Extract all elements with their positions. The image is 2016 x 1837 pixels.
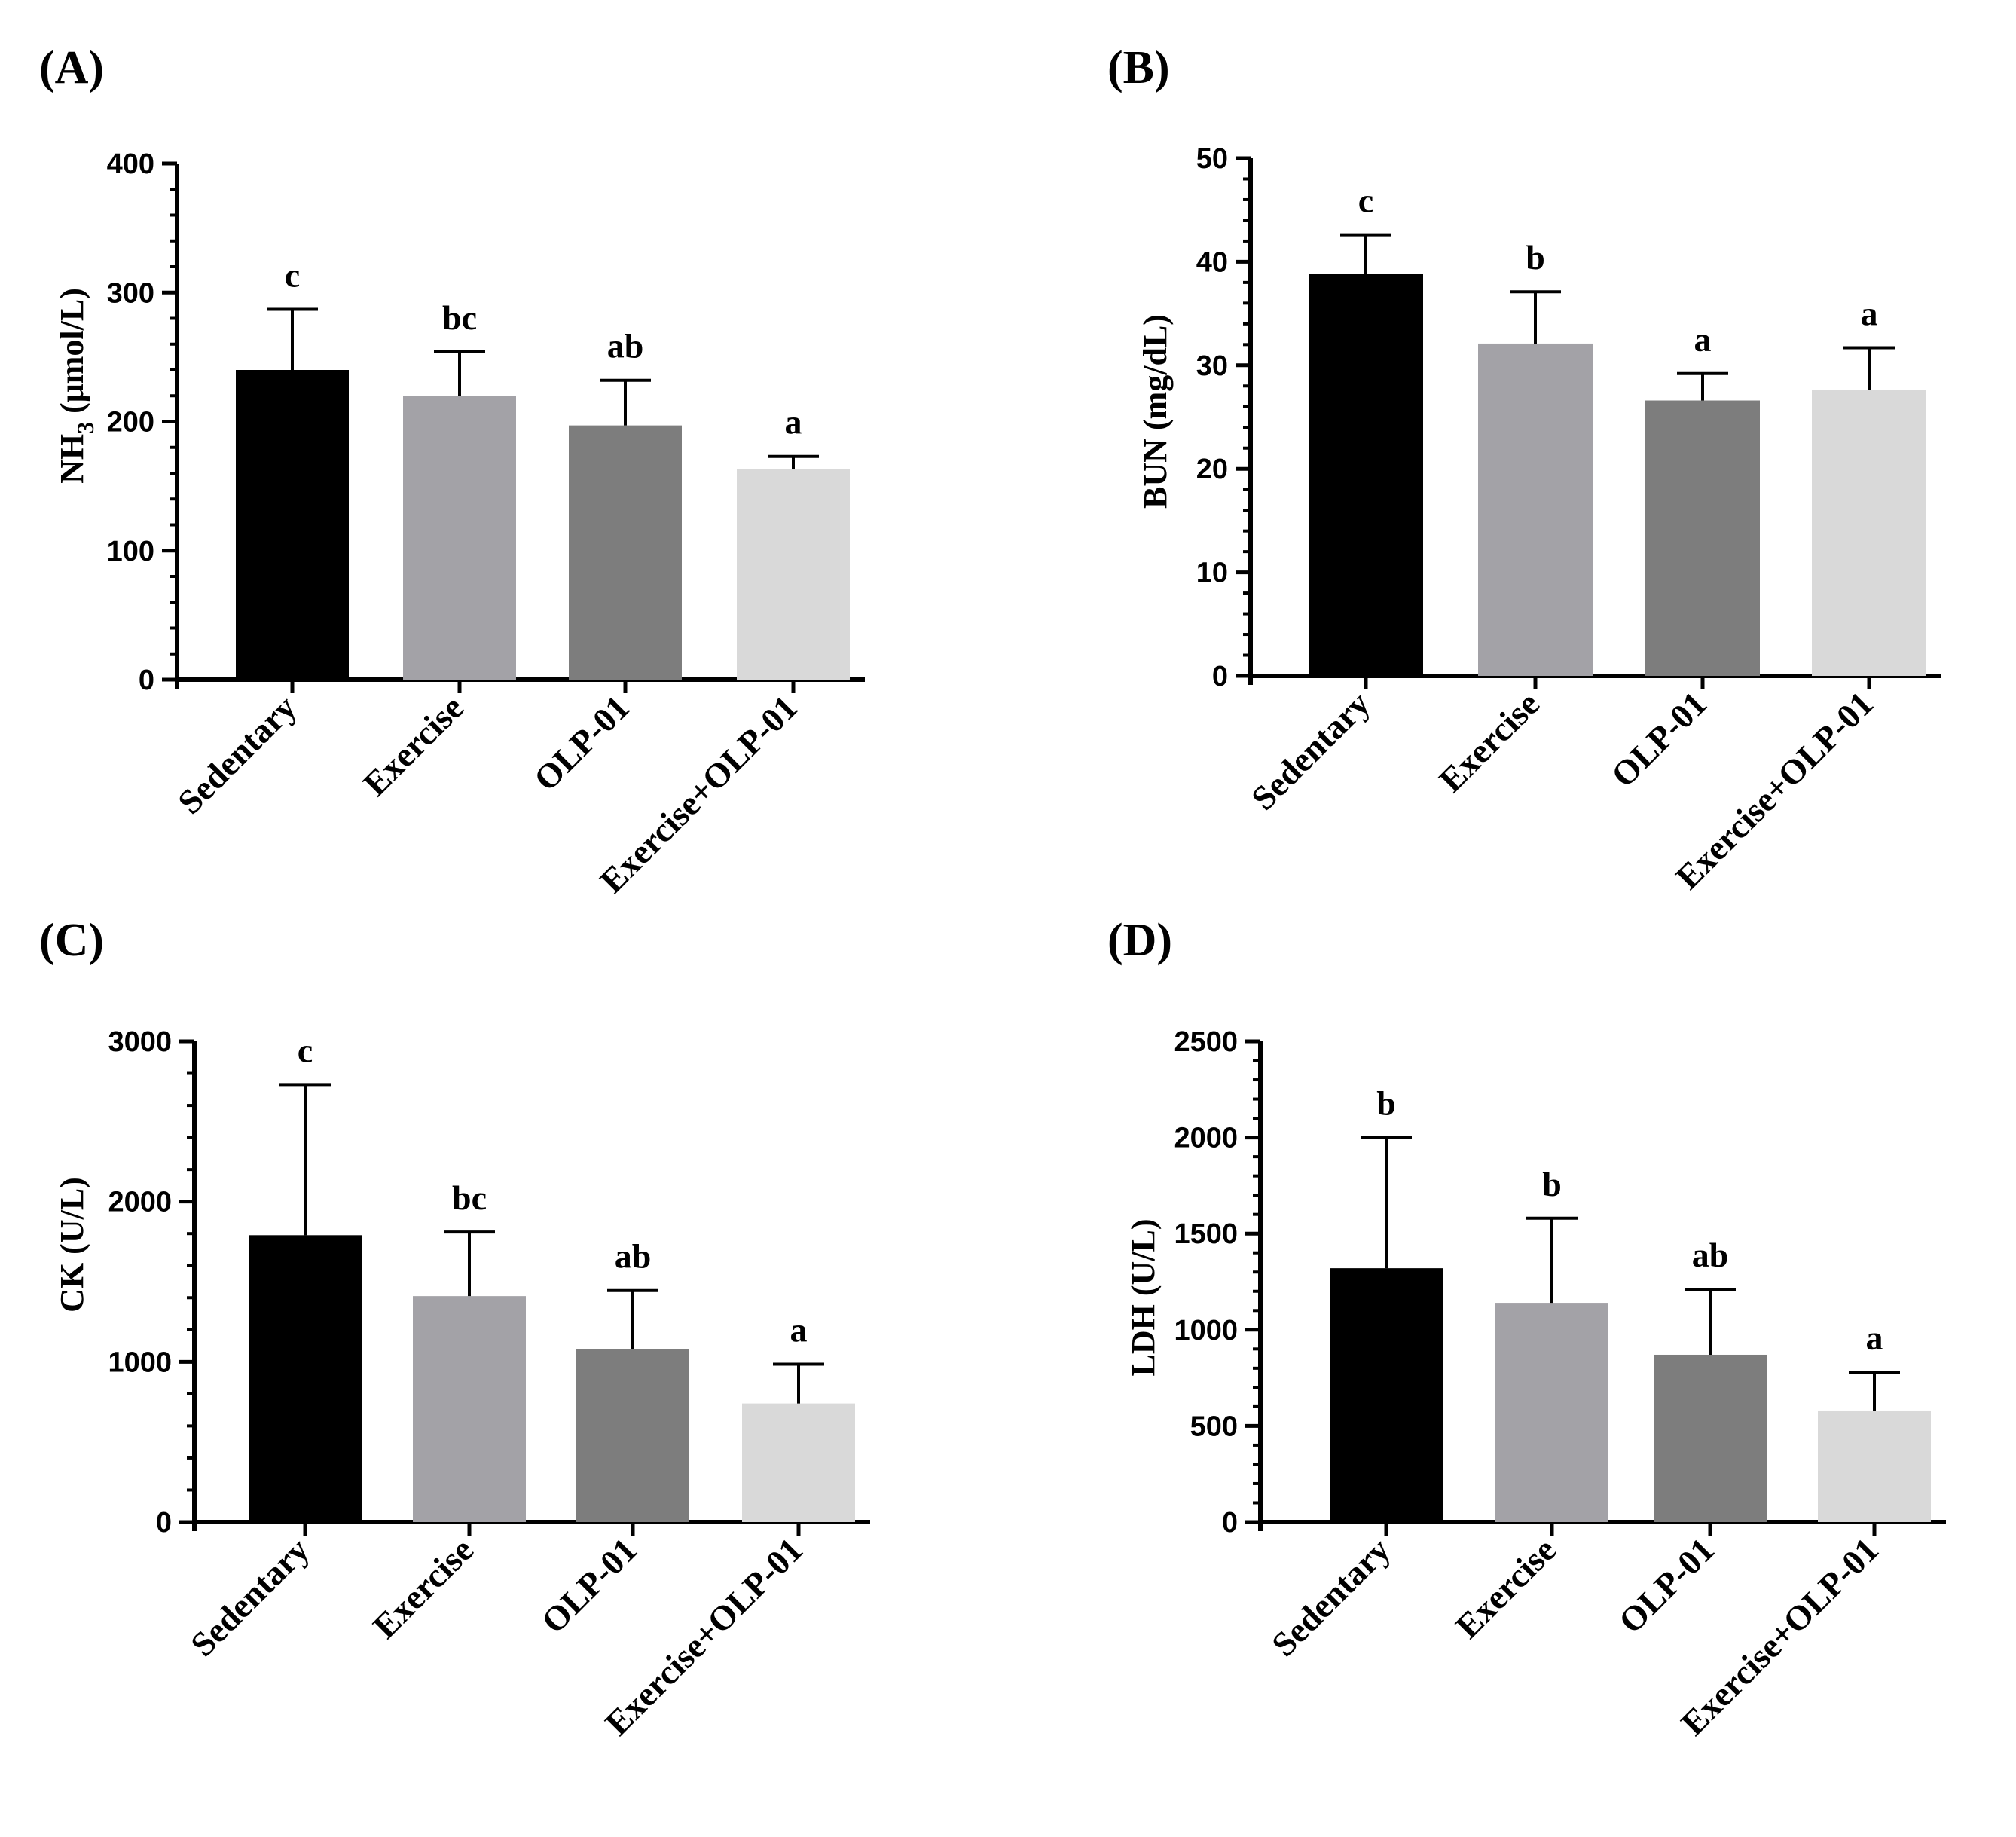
panel-a-y-tick-label: 0: [139, 665, 154, 696]
panel-d-significance-3: a: [1866, 1319, 1883, 1357]
panel-a-label: (A): [39, 42, 104, 93]
panel-b-significance-3: a: [1861, 294, 1878, 332]
panel-c-label: (C): [39, 915, 104, 966]
panel-d-bar-3: [1818, 1410, 1931, 1522]
panel-d-y-tick-label: 500: [1190, 1411, 1238, 1442]
panel-d-bar-0: [1330, 1268, 1443, 1522]
panel-a-bar-0: [236, 370, 349, 680]
panel-b-y-tick-label: 50: [1196, 143, 1228, 175]
panel-d-bar-1: [1495, 1303, 1608, 1522]
panel-c-y-tick-label: 0: [156, 1507, 172, 1539]
panel-b-significance-2: a: [1694, 320, 1712, 359]
panel-c-y-tick-label: 3000: [108, 1026, 172, 1058]
panel-b-y-tick-label: 40: [1196, 246, 1228, 278]
panel-c-significance-2: ab: [615, 1237, 652, 1276]
panel-a-significance-1: bc: [442, 298, 477, 337]
panel-b-bar-1: [1478, 343, 1593, 676]
panel-a-bar-2: [569, 425, 682, 680]
panel-c-y-tick-label: 1000: [108, 1346, 172, 1378]
panel-c-bar-3: [742, 1403, 855, 1522]
panel-a-y-tick-label: 200: [107, 407, 154, 439]
panel-d-bar-2: [1654, 1354, 1767, 1522]
panel-a-significance-3: a: [785, 403, 802, 442]
panel-a-significance-0: c: [285, 256, 300, 295]
panel-c-significance-1: bc: [452, 1178, 487, 1217]
panel-a-bar-3: [737, 469, 850, 680]
panel-d-significance-2: ab: [1692, 1236, 1729, 1274]
panel-a-y-tick-label: 100: [107, 536, 154, 567]
panel-b-y-tick-label: 30: [1196, 350, 1228, 382]
panel-b-y-tick-label: 10: [1196, 558, 1228, 589]
panel-a-y-tick-label: 400: [107, 148, 154, 180]
panel-a-y-axis-label-main: NH: [53, 434, 90, 484]
panel-a-y-axis-label: NH3 (μmol/L): [53, 288, 99, 484]
panel-c-y-axis-label: CK (U/L): [53, 1177, 90, 1313]
panel-a-y-axis-label-unit: (μmol/L): [53, 288, 90, 422]
panel-c-significance-3: a: [790, 1311, 808, 1349]
panel-b-bar-2: [1645, 400, 1760, 676]
panel-d-label: (D): [1107, 915, 1172, 966]
panel-d-y-tick-label: 1500: [1174, 1218, 1238, 1250]
panel-d-significance-1: b: [1542, 1165, 1562, 1203]
panel-d-y-axis-label: LDH (U/L): [1125, 1219, 1162, 1377]
panel-b-label: (B): [1107, 42, 1170, 93]
panel-d-y-tick-label: 2500: [1174, 1026, 1238, 1058]
panel-d-significance-0: b: [1376, 1084, 1396, 1123]
panel-c-bar-1: [413, 1296, 526, 1522]
panel-a-bar-1: [403, 396, 516, 680]
panel-b-y-axis-label: BUN (mg/dL): [1137, 314, 1174, 509]
panel-d-y-tick-label: 1000: [1174, 1315, 1238, 1346]
panel-a-y-tick-label: 300: [107, 277, 154, 309]
panel-b-bar-0: [1309, 274, 1423, 676]
panel-b-bar-3: [1812, 390, 1926, 676]
panel-c-bar-0: [249, 1235, 362, 1522]
panel-b-y-tick-label: 20: [1196, 454, 1228, 485]
panel-a-y-axis-label-subscript: 3: [72, 422, 99, 434]
panel-b-significance-1: b: [1526, 238, 1545, 277]
panel-c-bar-2: [576, 1349, 689, 1522]
panel-c-significance-0: c: [298, 1031, 313, 1069]
panel-a-significance-2: ab: [607, 327, 644, 365]
panel-d-y-tick-label: 2000: [1174, 1123, 1238, 1154]
panel-d-y-tick-label: 0: [1222, 1507, 1238, 1539]
panel-b-y-tick-label: 0: [1212, 661, 1228, 692]
panel-c-y-tick-label: 2000: [108, 1187, 172, 1218]
panel-b-significance-0: c: [1358, 182, 1373, 220]
